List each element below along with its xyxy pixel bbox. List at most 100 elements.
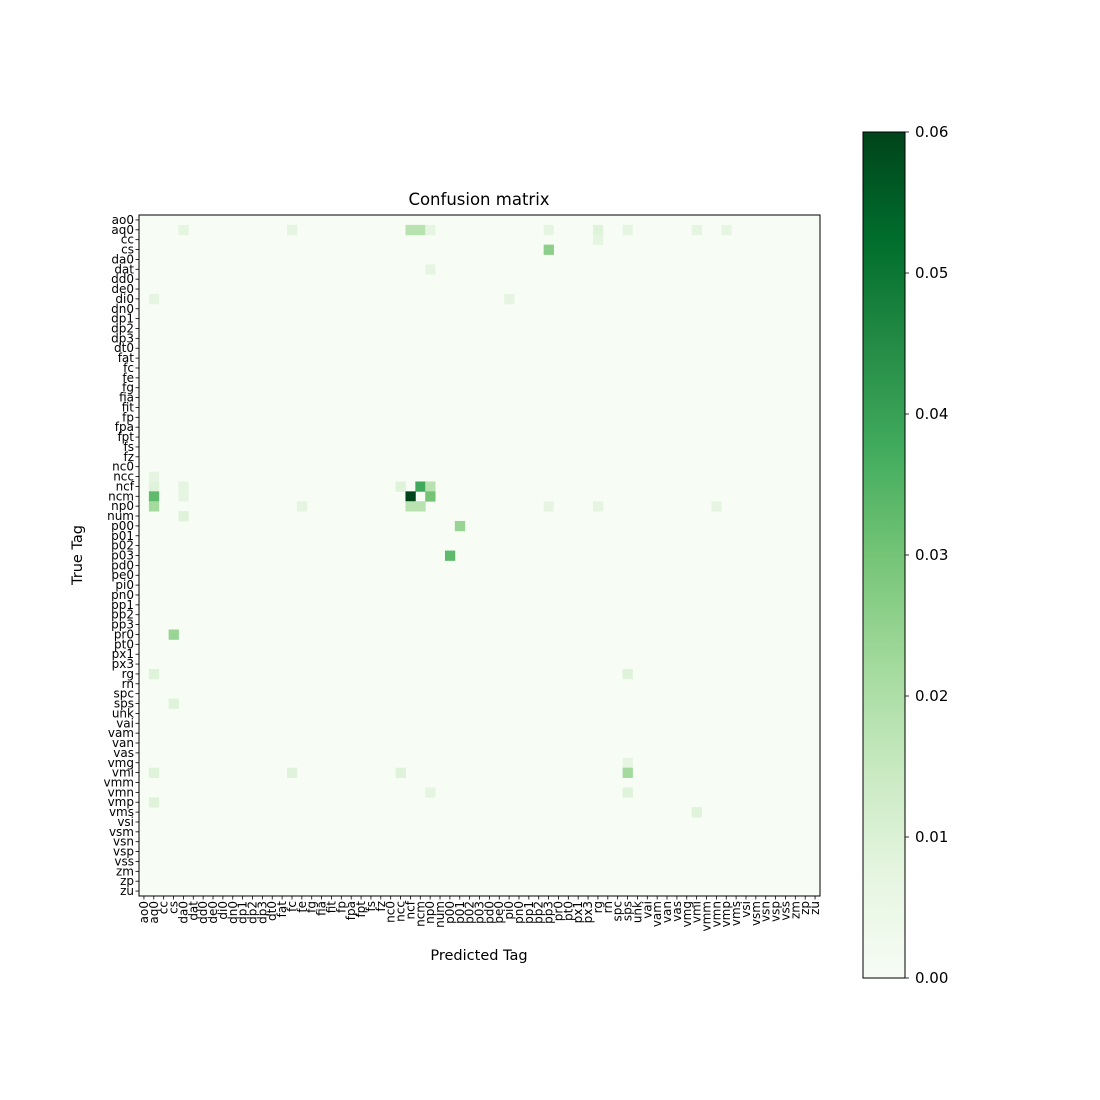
y-tick-label: ao0 — [112, 213, 134, 227]
y-tick-label: vmm — [104, 776, 134, 790]
x-tick-label: fc — [285, 901, 299, 912]
y-tick-label: pp1 — [111, 598, 134, 612]
x-tick-label: fg — [305, 901, 319, 913]
x-tick-label: zm — [788, 901, 802, 919]
heatmap-cell — [405, 501, 416, 512]
y-tick-label: fz — [123, 450, 134, 464]
y-tick-label: unk — [112, 706, 134, 720]
x-tick-label: vai — [640, 901, 654, 919]
heatmap-cell — [543, 224, 554, 236]
heatmap-cell — [504, 293, 515, 305]
x-tick-label: fia — [315, 901, 329, 916]
x-tick-label: dp1 — [236, 901, 250, 924]
heatmap-cell — [593, 501, 604, 512]
y-tick-label: aq0 — [111, 223, 134, 237]
y-tick-label: di0 — [115, 292, 134, 306]
y-tick-label: de0 — [111, 282, 134, 296]
x-tick-label: aq0 — [147, 901, 161, 924]
heatmap-cell — [543, 501, 554, 512]
x-tick-label: vss — [778, 901, 792, 921]
y-tick-label: zp — [120, 874, 134, 888]
y-tick-label: ncf — [116, 479, 135, 493]
x-tick-label: px1 — [571, 901, 585, 923]
y-tick-label: fg — [122, 381, 134, 395]
heatmap-cell — [622, 224, 633, 236]
y-tick-label: p00 — [111, 519, 134, 533]
y-tick-label: spc — [114, 687, 134, 701]
x-tick-label: fit — [324, 901, 338, 914]
y-tick-label: dp2 — [111, 322, 134, 336]
y-tick-label: ncm — [108, 489, 134, 503]
y-tick-label: fp — [122, 410, 134, 424]
x-tick-label: fe — [295, 901, 309, 913]
x-tick-label: pt0 — [561, 901, 575, 921]
heatmap-cell — [287, 224, 298, 236]
x-tick-label: vsi — [739, 901, 753, 918]
heatmap-cell — [425, 491, 436, 502]
heatmap-cell — [425, 787, 436, 798]
y-tick-label: fpt — [117, 430, 134, 444]
colorbar-tick-label: 0.01 — [915, 828, 948, 846]
heatmap-cell — [415, 501, 426, 512]
colorbar — [862, 131, 906, 979]
y-tick-label: dn0 — [111, 302, 134, 316]
x-tick-label: np0 — [423, 901, 437, 924]
y-tick-label: px1 — [112, 647, 134, 661]
heatmap-cell — [405, 491, 416, 502]
y-tick-label: dat — [114, 262, 134, 276]
x-tick-label: p02 — [463, 901, 477, 924]
x-tick-label: pd0 — [482, 901, 496, 924]
y-tick-label: vsn — [113, 835, 134, 849]
heatmap-cell — [178, 224, 189, 236]
x-tick-label: sps — [621, 901, 635, 921]
x-tick-label: pp1 — [522, 901, 536, 924]
heatmap-cell — [395, 767, 406, 778]
x-tick-label: vmm — [700, 901, 714, 931]
y-tick-label: dd0 — [111, 272, 134, 286]
heatmap-cell — [454, 520, 466, 532]
heatmap-cell — [622, 669, 633, 680]
y-tick-label: vam — [108, 726, 134, 740]
heatmap-cell — [415, 481, 426, 492]
y-tick-label: pt0 — [114, 637, 134, 651]
y-tick-label: cs — [121, 243, 134, 257]
x-tick-label: vsn — [759, 901, 773, 922]
y-tick-label: p03 — [111, 549, 134, 563]
y-axis-label: True Tag — [70, 525, 86, 586]
y-tick-label: fia — [119, 391, 134, 405]
heatmap-cell — [593, 224, 604, 236]
y-tick-label: pr0 — [114, 627, 134, 641]
x-tick-label: p03 — [473, 901, 487, 924]
heatmap-cell — [168, 629, 179, 640]
y-tick-label: dp1 — [111, 312, 134, 326]
x-tick-label: fpa — [344, 901, 358, 920]
heatmap-cell — [691, 224, 702, 236]
x-tick-label: rn — [601, 901, 615, 913]
heatmap-cell — [148, 797, 160, 808]
heatmap-cell — [296, 501, 308, 512]
x-tick-label: fp — [334, 901, 348, 913]
x-tick-label: ncc — [394, 901, 408, 922]
x-tick-label: vmi — [690, 901, 704, 923]
x-tick-label: pp3 — [542, 901, 556, 924]
x-tick-label: ao0 — [137, 901, 151, 923]
heatmap-cell — [178, 481, 189, 492]
x-tick-label: pe0 — [492, 901, 506, 924]
colorbar-tick-label: 0.00 — [915, 969, 948, 987]
x-tick-label: pn0 — [512, 901, 526, 924]
y-tick-label: vsp — [113, 845, 134, 859]
y-tick-label: vmn — [108, 785, 134, 799]
heatmap-cell — [148, 669, 160, 680]
y-tick-label: fit — [122, 400, 135, 414]
y-tick-label: vsm — [109, 825, 134, 839]
x-tick-label: vsp — [769, 901, 783, 922]
heatmap-cell — [148, 491, 160, 502]
heatmap-cell — [415, 224, 426, 236]
x-tick-label: zu — [808, 901, 822, 915]
x-tick-label: dat — [186, 901, 200, 921]
heatmap-cell — [178, 491, 189, 502]
y-tick-label: fs — [124, 440, 134, 454]
y-tick-label: np0 — [111, 499, 134, 513]
y-tick-label: fpa — [115, 420, 134, 434]
